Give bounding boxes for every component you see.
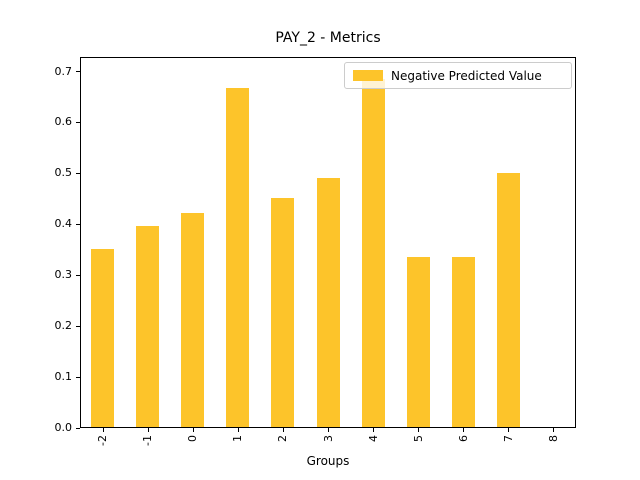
- y-tick-label-0.2: 0.2: [54, 319, 73, 333]
- x-tick-mark: [147, 427, 149, 432]
- x-tick-mark: [553, 427, 555, 432]
- x-tick-mark: [508, 427, 510, 432]
- x-tick-label-7: 7: [501, 434, 515, 442]
- x-tick-label-6: 6: [456, 434, 470, 442]
- x-tick-label-4: 4: [366, 434, 380, 442]
- x-tick-label--1: -1: [141, 434, 155, 446]
- bar-1: [226, 87, 250, 427]
- x-tick-label-2: 2: [276, 434, 290, 442]
- x-tick-label-5: 5: [411, 434, 425, 442]
- chart-title: PAY_2 - Metrics: [275, 30, 381, 46]
- y-tick-mark: [76, 274, 80, 276]
- bar-0: [181, 213, 205, 427]
- x-tick-label-0: 0: [186, 434, 200, 442]
- x-tick-label-3: 3: [321, 434, 335, 442]
- x-tick-mark: [463, 427, 465, 432]
- x-tick-mark: [418, 427, 420, 432]
- y-tick-mark: [76, 71, 80, 72]
- y-tick-mark: [76, 121, 80, 123]
- x-tick-label--2: -2: [96, 434, 110, 446]
- x-tick-mark: [192, 427, 194, 432]
- y-tick-label-0.0: 0.0: [54, 421, 73, 434]
- plot-area: [80, 57, 576, 428]
- bar--2: [91, 248, 115, 427]
- bar-7: [496, 172, 520, 427]
- x-tick-mark: [282, 427, 284, 432]
- y-tick-label-0.3: 0.3: [54, 268, 73, 282]
- bar-5: [406, 257, 430, 427]
- y-tick-mark: [76, 427, 80, 429]
- bar-4: [361, 79, 385, 427]
- y-tick-label-0.5: 0.5: [54, 166, 73, 180]
- y-tick-mark: [76, 325, 80, 327]
- x-tick-label-8: 8: [546, 434, 560, 442]
- x-axis-label: Groups: [306, 454, 350, 468]
- legend-swatch-icon: [353, 70, 383, 81]
- bar--1: [136, 225, 160, 427]
- legend-label: Negative Predicted Value: [391, 68, 542, 83]
- y-tick-mark: [76, 376, 80, 378]
- x-tick-mark: [373, 427, 375, 432]
- y-tick-label-0.4: 0.4: [54, 217, 73, 231]
- y-tick-label-0.7: 0.7: [54, 64, 73, 78]
- y-tick-label-0.6: 0.6: [54, 115, 73, 129]
- bar-6: [451, 257, 475, 427]
- x-tick-mark: [237, 427, 239, 432]
- y-tick-mark: [76, 223, 80, 225]
- bar-3: [316, 177, 340, 427]
- bar-2: [271, 197, 295, 427]
- x-tick-label-1: 1: [231, 434, 245, 442]
- y-tick-mark: [76, 172, 80, 174]
- x-tick-mark: [102, 427, 104, 432]
- y-tick-label-0.1: 0.1: [54, 370, 73, 384]
- x-tick-mark: [328, 427, 329, 432]
- legend: Negative Predicted Value: [344, 62, 572, 89]
